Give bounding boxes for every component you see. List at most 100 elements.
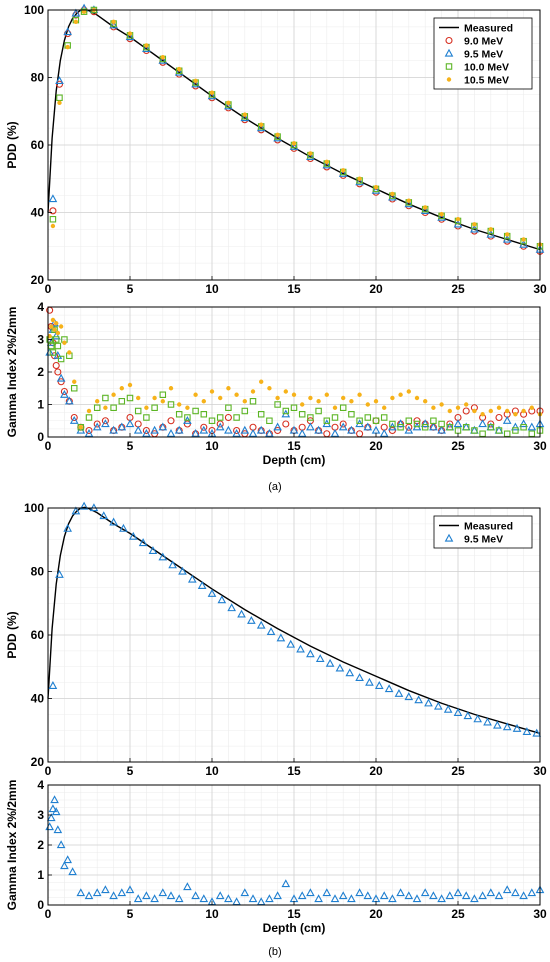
data-point-10-0-mev [192,407,199,415]
data-point-9-0-mev [282,420,290,428]
data-point-10-5-mev [86,408,92,414]
data-point-9-5-mev [365,677,374,686]
data-point-9-5-mev [314,425,323,434]
y-tick-label: 0 [37,898,44,912]
data-point-9-5-mev [174,425,184,434]
data-point-10-5-mev [50,317,56,323]
data-point-9-5-mev [527,888,537,897]
x-tick-label: 25 [451,282,465,296]
data-point-10-0-mev [167,401,175,408]
data-point-9-5-mev [55,569,64,578]
data-point-10-0-mev [49,216,57,223]
data-point-10-5-mev [267,386,272,391]
data-point-9-5-mev [240,113,250,122]
data-point-10-5-mev [308,151,313,156]
data-point-10-5-mev [136,395,141,401]
data-point-10-5-mev [308,395,313,401]
data-point-10-5-mev [111,19,116,25]
y-tick-label: 2 [37,365,44,379]
data-point-9-5-mev [248,894,258,903]
data-point-9-5-mev [404,425,414,434]
data-point-9-5-mev [125,885,135,894]
data-point-9-5-mev [199,894,209,903]
data-point-9-5-mev [396,888,405,897]
data-point-10-5-mev [291,141,297,146]
legend-label-9-0-mev: 9.0 MeV [464,36,503,48]
data-point-10-5-mev [54,321,59,326]
data-point-9-5-mev [117,888,127,897]
data-point-10-5-mev [341,395,346,401]
data-point-9-5-mev [437,425,446,434]
data-point-10-5-mev [242,399,247,404]
x-tick-label: 5 [127,907,134,921]
data-point-9-5-mev [532,728,542,737]
data-point-9-5-mev [265,429,274,437]
data-point-9-5-mev [60,861,69,870]
data-point-9-5-mev [273,422,282,431]
data-point-10-0-mev [323,417,331,424]
data-point-9-5-mev [56,373,66,382]
data-point-10-0-mev [134,407,142,415]
data-point-9-5-mev [527,422,537,431]
y-tick-label: 3 [37,333,44,347]
data-point-9-5-mev [330,894,340,903]
y-tick-label: 4 [37,300,44,314]
data-point-9-5-mev [379,891,389,900]
data-point-9-5-mev [522,727,532,735]
data-point-9-5-mev [433,701,443,710]
data-point-9-5-mev [453,888,463,897]
data-point-9-5-mev [48,681,58,689]
data-point-9-5-mev [424,698,433,707]
data-point-9-5-mev [511,888,520,897]
data-point-9-5-mev [183,882,192,891]
data-point-10-5-mev [332,405,338,410]
data-point-9-0-mev [167,417,175,425]
data-point-10-5-mev [218,395,223,401]
data-point-10-0-mev [348,410,355,418]
data-point-9-0-mev [274,426,282,435]
y-tick-label: 40 [31,692,45,706]
data-point-9-5-mev [265,894,274,903]
data-point-9-5-mev [166,891,176,900]
panel-a-gamma-plot: 0 5 10 15 20 25 30 0 1 2 3 4 Gamma Index 2%/2mm Depth… [5,300,547,467]
data-point-9-5-mev [306,422,315,431]
data-point-9-5-mev [420,888,430,897]
data-point-10-0-mev [413,420,421,428]
data-point-10-5-mev [472,408,477,414]
data-point-9-5-mev [315,654,325,662]
data-point-10-0-mev [274,401,281,408]
data-point-10-5-mev [103,405,108,410]
data-point-10-0-mev [249,397,257,405]
data-point-9-5-mev [306,152,315,160]
data-point-9-5-mev [297,429,307,437]
data-point-10-0-mev [57,355,65,363]
legend-label-10-5-mev: 10.5 MeV [464,75,509,87]
data-point-10-5-mev [505,408,510,414]
data-point-10-5-mev [209,90,215,95]
data-point-9-5-mev [158,422,168,431]
x-tick-label: 20 [369,907,383,921]
data-point-9-5-mev [453,708,463,716]
y-tick-label: 20 [31,273,45,287]
data-point-9-5-mev [502,885,512,894]
data-point-10-5-mev [398,392,403,397]
data-point-9-5-mev [335,663,345,672]
legend-swatch-9-0-mev [445,36,453,45]
data-point-10-5-mev [455,405,461,410]
data-point-9-5-mev [138,538,148,547]
data-point-9-5-mev [224,425,233,434]
data-point-9-5-mev [71,506,81,515]
data-point-9-5-mev [470,894,479,903]
data-point-10-5-mev [50,223,56,229]
data-point-9-5-mev [463,711,473,720]
data-point-9-5-mev [338,168,348,177]
data-point-9-5-mev [150,894,159,903]
data-point-10-5-mev [300,402,305,407]
data-point-10-5-mev [160,55,165,60]
data-point-9-5-mev [63,855,73,864]
data-point-9-5-mev [109,20,118,29]
data-point-10-5-mev [496,405,502,410]
data-point-9-5-mev [443,704,453,713]
data-point-10-0-mev [118,397,126,405]
